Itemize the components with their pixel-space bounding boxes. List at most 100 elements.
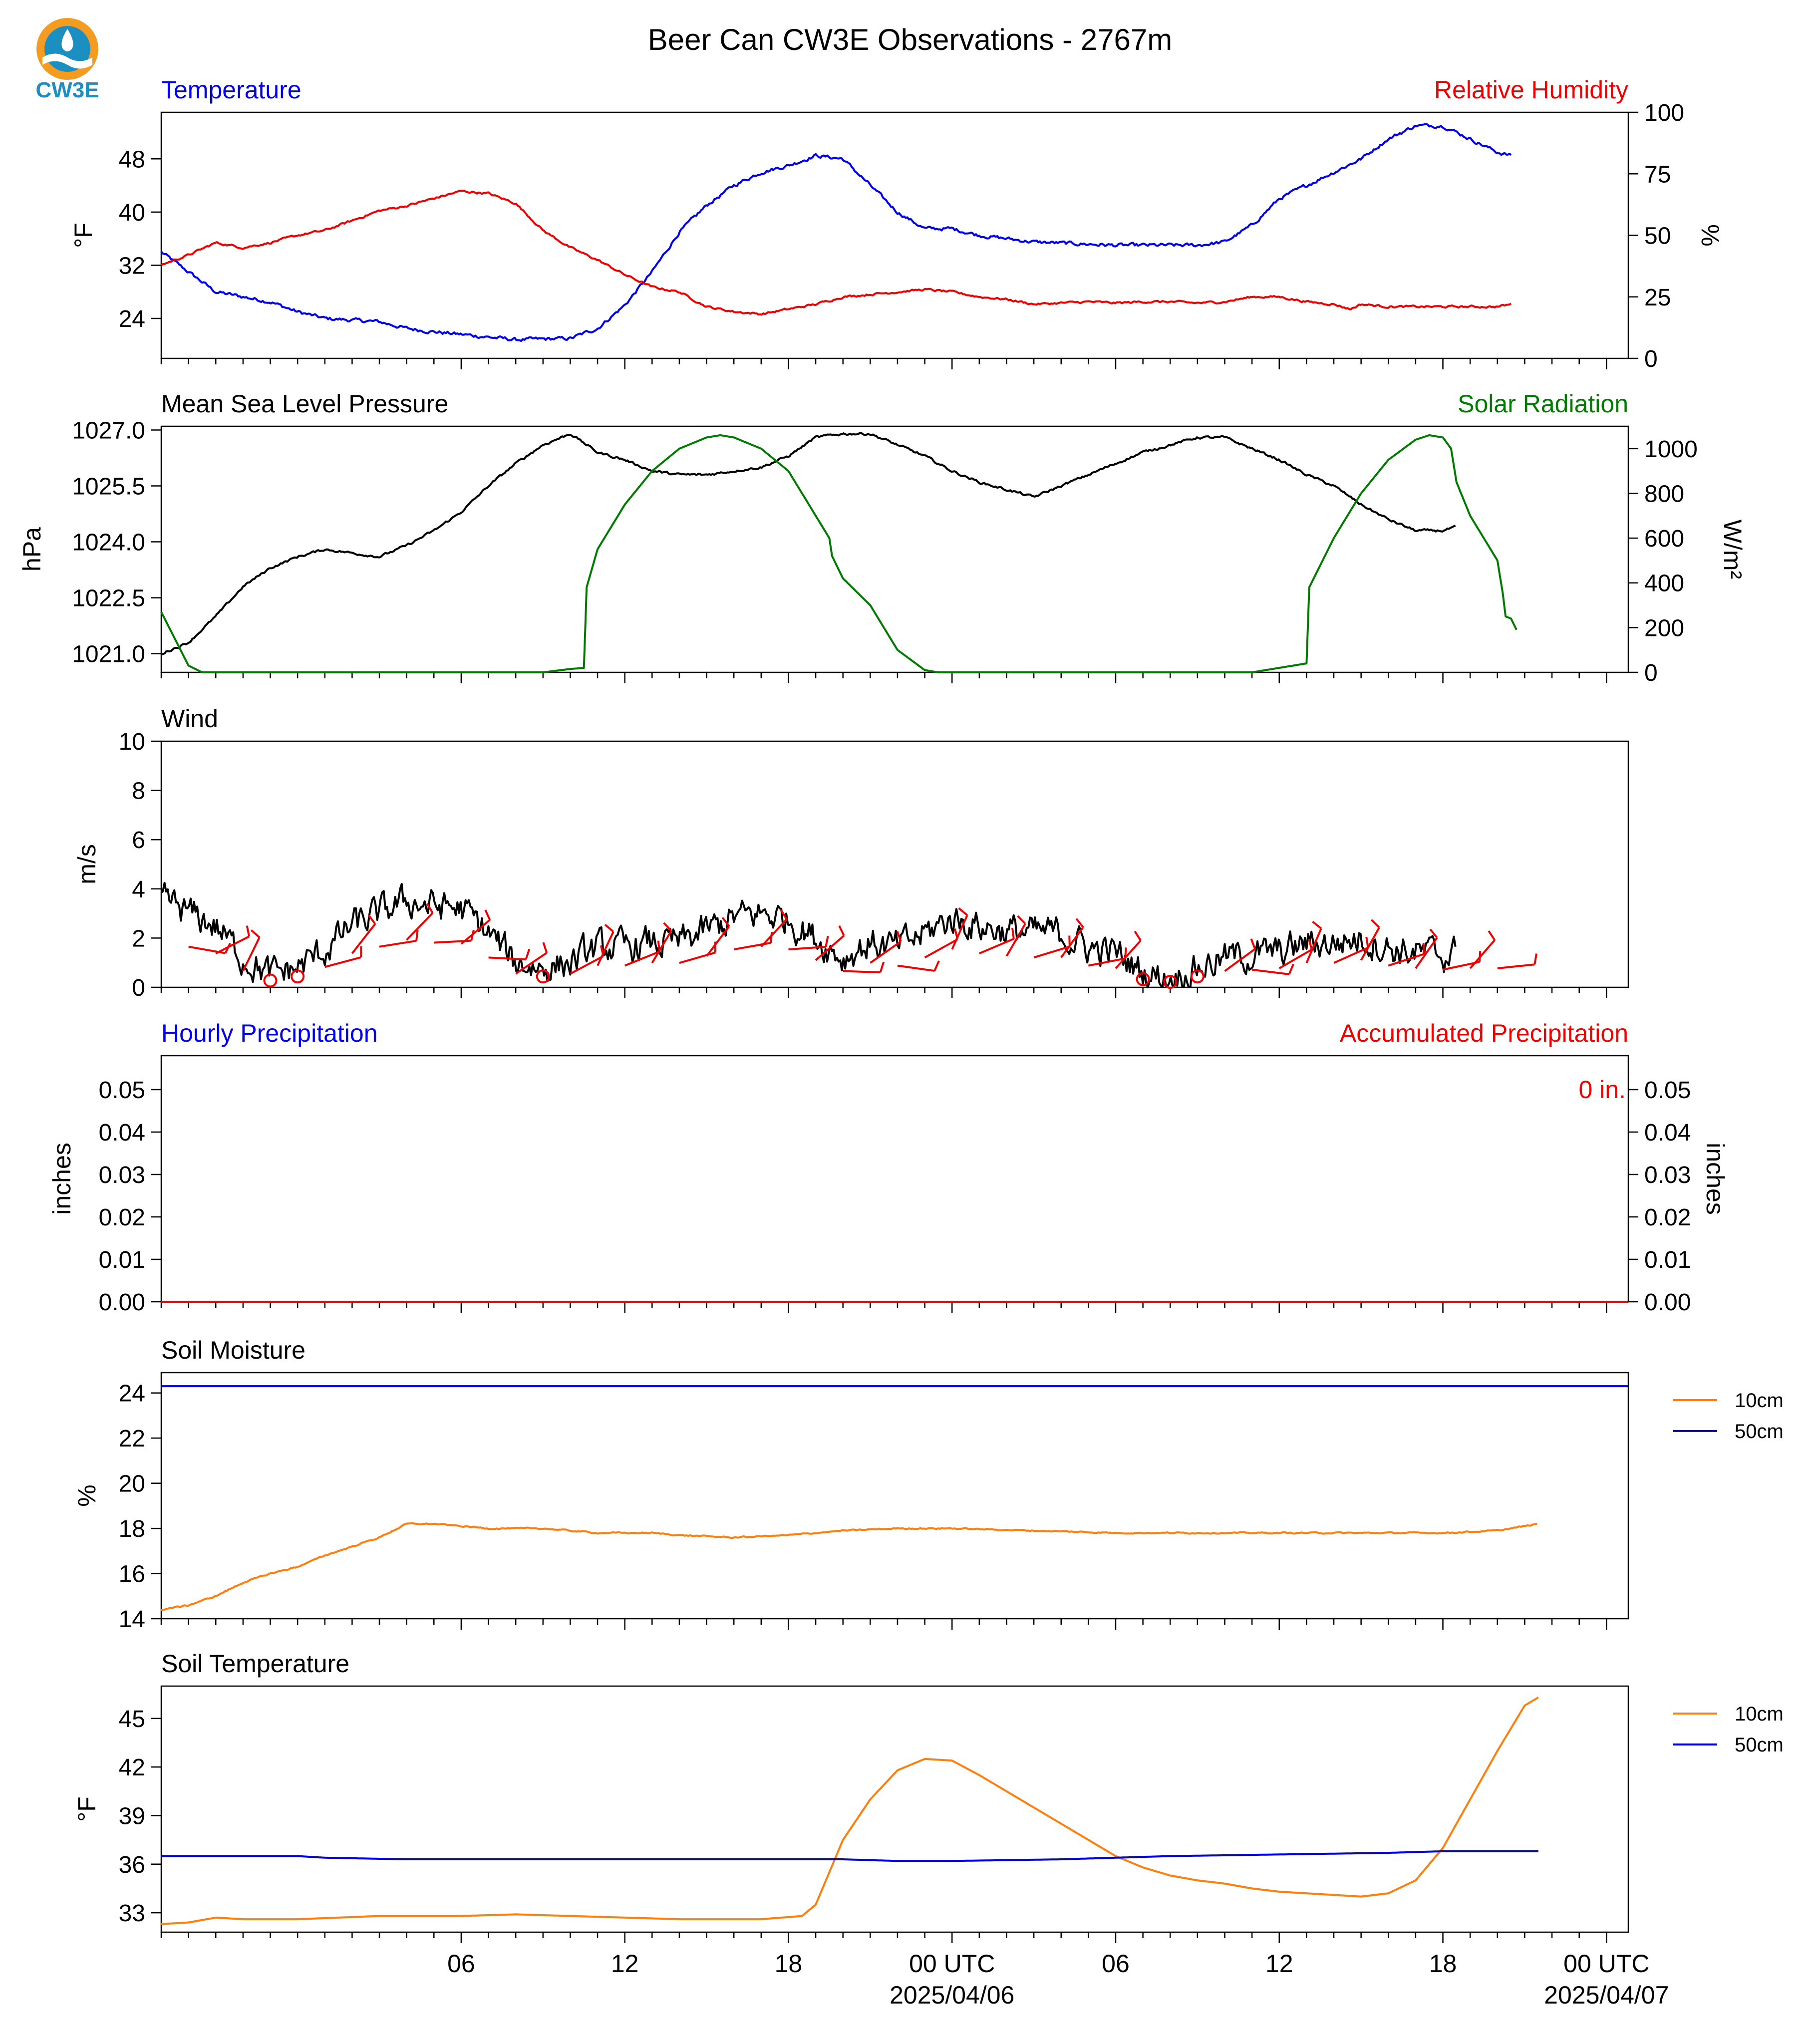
panel-title-left: Soil Moisture bbox=[161, 1336, 305, 1364]
y-tick-label-left: 48 bbox=[119, 146, 145, 173]
wind-barb-shaft bbox=[570, 955, 604, 975]
y-tick-label-right: 0 bbox=[1644, 660, 1658, 686]
wind-barb-shaft bbox=[788, 945, 826, 951]
y-tick-label-left: 1025.5 bbox=[72, 474, 145, 500]
wind-barb-shaft bbox=[1005, 923, 1026, 957]
x-tick-label: 00 UTC bbox=[909, 1950, 995, 1978]
wind-barb-shaft bbox=[951, 914, 968, 950]
wind-barb-calm bbox=[1136, 972, 1150, 986]
panel-title-left: Hourly Precipitation bbox=[161, 1019, 378, 1047]
wind-barb-shaft bbox=[460, 919, 491, 945]
plot-frame bbox=[160, 425, 1629, 673]
series-line-temp_rh-1 bbox=[160, 189, 1512, 316]
logo-text: CW3E bbox=[35, 78, 99, 102]
x-tick-label: 18 bbox=[1429, 1950, 1457, 1978]
wind-barb-flag bbox=[525, 948, 531, 960]
y-tick-label-left: 0.00 bbox=[99, 1289, 145, 1316]
x-date-label: 2025/04/06 bbox=[890, 1981, 1014, 2009]
y-axis-label-right: W/m² bbox=[1719, 520, 1747, 579]
x-tick-label: 12 bbox=[611, 1950, 639, 1978]
y-tick-label-left: 8 bbox=[132, 778, 145, 805]
wind-barb-flag bbox=[1370, 919, 1380, 928]
wind-barb-shaft bbox=[843, 970, 881, 974]
wind-barb-calm bbox=[1190, 969, 1205, 984]
y-tick-label-right: 0 bbox=[1644, 346, 1658, 372]
y-tick-label-left: 24 bbox=[119, 1381, 145, 1407]
panel-soil_moisture: Soil Moisture 14 16 18 20 22 24% 10cm 50cm bbox=[73, 1336, 1784, 1633]
wind-barb-flag bbox=[1134, 930, 1142, 941]
wind-barb-shaft bbox=[1305, 928, 1322, 963]
panel-title-right: Solar Radiation bbox=[1458, 390, 1628, 418]
plot-frame bbox=[160, 1685, 1629, 1933]
y-tick-label-left: 0.02 bbox=[99, 1204, 145, 1231]
wind-barb-shaft bbox=[406, 912, 434, 941]
y-tick-label-left: 1027.0 bbox=[72, 417, 145, 444]
y-tick-label-left: 22 bbox=[119, 1426, 145, 1452]
y-axis-label-right: inches bbox=[1701, 1143, 1729, 1215]
chart-panels: Temperature Relative Humidity24324048°F02… bbox=[18, 76, 1784, 2009]
wind-barb-flag bbox=[896, 930, 902, 942]
figure-title: Beer Can CW3E Observations - 2767m bbox=[648, 23, 1172, 56]
wind-barb-shaft bbox=[379, 939, 417, 948]
wind-barb-flag bbox=[1250, 938, 1256, 950]
series-line-10cm bbox=[161, 1522, 1537, 1611]
y-tick-label-right: 0.01 bbox=[1644, 1247, 1691, 1273]
wind-barb-calm bbox=[263, 973, 278, 988]
series-line-wind-0 bbox=[160, 881, 1457, 988]
wind-barb-flag bbox=[1075, 918, 1084, 928]
wind-barb-shaft bbox=[1388, 953, 1425, 967]
wind-barb-shaft bbox=[705, 925, 730, 957]
x-tick-label: 12 bbox=[1265, 1950, 1293, 1978]
wind-barb-flag bbox=[958, 907, 968, 916]
y-axis-label-left: m/s bbox=[73, 844, 101, 884]
panel-title-left: Temperature bbox=[161, 76, 302, 104]
y-axis-label-left: °F bbox=[73, 1796, 101, 1822]
y-tick-label-right: 0.04 bbox=[1644, 1120, 1691, 1146]
wind-barb-calm bbox=[291, 969, 305, 984]
y-tick-label-right: 0.05 bbox=[1644, 1077, 1691, 1104]
wind-barb-flag bbox=[542, 942, 548, 953]
wind-barb-flag bbox=[1308, 938, 1313, 950]
wind-barb-flag bbox=[1488, 930, 1496, 941]
series-line-temp_rh-0 bbox=[160, 123, 1512, 342]
wind-barb-flag bbox=[721, 917, 730, 927]
series-line-pressure_solar-1 bbox=[160, 434, 1517, 673]
y-axis-label-right: % bbox=[1696, 224, 1724, 246]
y-tick-label-left: 39 bbox=[119, 1803, 145, 1829]
y-tick-label-left: 10 bbox=[119, 729, 145, 755]
y-tick-label-left: 4 bbox=[132, 876, 145, 903]
panel-soil_temperature: Soil Temperature 33 36 39 42 45 °F 10cm 50cm 06 12… bbox=[73, 1650, 1784, 2009]
panel-title-right: Accumulated Precipitation bbox=[1340, 1019, 1628, 1047]
y-axis-label-left: % bbox=[73, 1484, 101, 1506]
wind-barb-calm bbox=[1163, 975, 1178, 989]
wind-barb-shaft bbox=[979, 938, 1014, 955]
legend-label: 10cm bbox=[1735, 1390, 1784, 1412]
y-tick-label-left: 2 bbox=[132, 925, 145, 952]
y-axis-label-left: inches bbox=[48, 1143, 76, 1215]
wind-barb-shaft bbox=[679, 951, 716, 964]
logo-wave-icon bbox=[42, 53, 92, 69]
y-tick-label-right: 0.03 bbox=[1644, 1162, 1691, 1188]
wind-barb-flag bbox=[1312, 920, 1322, 929]
wind-barb-shaft bbox=[1360, 927, 1380, 961]
wind-barb-flag bbox=[426, 903, 434, 914]
y-tick-label-left: 0.01 bbox=[99, 1247, 145, 1273]
panel-temp_rh: Temperature Relative Humidity 24 32 40 48 °F 0 2… bbox=[69, 76, 1724, 372]
panel-title-left: Wind bbox=[161, 705, 218, 733]
y-tick-label-left: 42 bbox=[119, 1754, 145, 1781]
y-tick-label-left: 33 bbox=[119, 1900, 145, 1927]
panel-title-right: Relative Humidity bbox=[1434, 76, 1628, 104]
wind-barb-shaft bbox=[1088, 957, 1126, 967]
wind-barb-flag bbox=[1017, 915, 1026, 925]
y-tick-label-left: 18 bbox=[119, 1516, 145, 1542]
wind-barb-shaft bbox=[1251, 968, 1289, 975]
panel-wind: Wind 0 2 4 6 8 10 m/s bbox=[73, 705, 1629, 1001]
y-tick-label-left: 14 bbox=[119, 1606, 145, 1633]
wind-barb-shaft bbox=[870, 940, 902, 964]
wind-barb-flag bbox=[780, 909, 788, 920]
wind-barb-flag bbox=[770, 931, 773, 943]
wind-barb-flag bbox=[415, 929, 419, 941]
wind-barb-shaft bbox=[1115, 939, 1142, 969]
